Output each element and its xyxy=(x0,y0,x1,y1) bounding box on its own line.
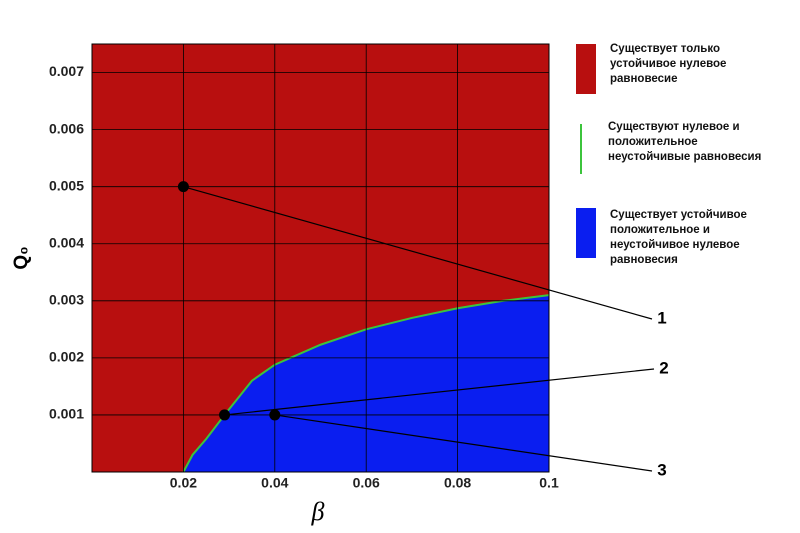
annotation-leader xyxy=(183,186,653,320)
annotation-label: 3 xyxy=(657,460,666,479)
legend-swatch xyxy=(576,208,596,258)
y-tick-label: 0.006 xyxy=(49,120,84,136)
y-axis-label: Q₀ xyxy=(11,246,32,269)
annotation-point xyxy=(177,181,189,193)
boundary-line xyxy=(182,294,550,473)
legend-label: Существуют нулевое и положительное неуст… xyxy=(608,121,762,163)
y-tick-label: 0.001 xyxy=(49,406,84,422)
y-tick-label: 0.002 xyxy=(49,349,84,365)
x-tick-label: 0.04 xyxy=(261,475,288,491)
annotation-label: 1 xyxy=(657,308,666,327)
plot-frame xyxy=(91,43,550,473)
legend-item: Существует только устойчивое нулевое рав… xyxy=(576,43,775,94)
annotation-point xyxy=(219,409,231,421)
x-tick-label: 0.06 xyxy=(353,475,380,491)
x-tick-label: 0.1 xyxy=(539,475,559,491)
x-tick-label: 0.02 xyxy=(170,475,197,491)
annotation-point xyxy=(269,409,281,421)
x-axis-label: β xyxy=(311,497,325,526)
y-tick-label: 0.004 xyxy=(49,234,84,250)
legend-swatch xyxy=(576,44,596,94)
y-tick-label: 0.007 xyxy=(49,63,84,79)
y-tick-label: 0.003 xyxy=(49,292,84,308)
legend-swatch xyxy=(580,124,582,174)
annotation-label: 2 xyxy=(659,358,668,377)
x-tick-label: 0.08 xyxy=(444,475,471,491)
legend-item: Существует устойчивое положительное и не… xyxy=(576,208,775,268)
legend-label: Существует только устойчивое нулевое рав… xyxy=(610,43,727,85)
annotation-leader xyxy=(224,368,655,416)
legend-item: Существуют нулевое и положительное неуст… xyxy=(576,120,773,174)
legend-label: Существует устойчивое положительное и не… xyxy=(610,209,747,266)
y-tick-label: 0.005 xyxy=(49,177,84,193)
annotation-leader xyxy=(274,414,653,472)
